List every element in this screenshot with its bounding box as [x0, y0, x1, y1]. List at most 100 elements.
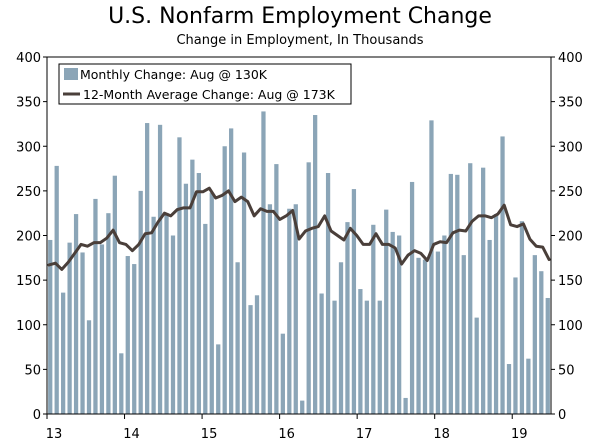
bar [519, 221, 525, 414]
bar [532, 255, 537, 414]
y-tick-label-right: 150 [558, 274, 583, 289]
bar [287, 208, 292, 414]
monthly-change-bars [48, 111, 550, 415]
bar [203, 223, 208, 414]
bar [422, 259, 428, 414]
x-tick-label: 16 [278, 427, 295, 442]
x-tick-label: 15 [201, 427, 218, 442]
bar [106, 213, 111, 414]
bar [48, 239, 53, 414]
y-tick-label-left: 400 [16, 51, 41, 66]
x-tick-label: 19 [511, 427, 528, 442]
bar [545, 297, 550, 414]
bar [364, 300, 369, 414]
bar [377, 300, 382, 414]
bar [132, 264, 137, 414]
bar [190, 159, 195, 414]
bar [145, 123, 150, 415]
bar [254, 295, 260, 414]
bar [216, 344, 221, 414]
y-tick-label-right: 100 [558, 319, 583, 334]
bar [448, 173, 453, 414]
bar [468, 163, 473, 414]
y-tick-label-right: 250 [558, 185, 583, 200]
bar [416, 257, 421, 414]
bar [481, 167, 486, 414]
bar [99, 244, 105, 414]
bar [274, 164, 279, 414]
bar [248, 305, 253, 414]
bar [506, 364, 512, 414]
bar [119, 353, 124, 414]
x-tick-label: 14 [123, 427, 140, 442]
bar [112, 175, 117, 414]
y-tick-label-left: 350 [16, 96, 41, 111]
bar [539, 271, 544, 414]
bar [474, 317, 479, 414]
bar [183, 183, 189, 414]
bar [67, 242, 72, 414]
bar [513, 277, 518, 414]
bar [397, 235, 402, 414]
bar [371, 224, 376, 414]
bar [61, 292, 66, 414]
bar [293, 204, 298, 414]
bar [455, 174, 460, 414]
bar [138, 190, 143, 415]
chart-subtitle: Change in Employment, In Thousands [176, 33, 424, 48]
bar [241, 152, 247, 414]
bar [500, 136, 505, 414]
bar [86, 320, 92, 414]
y-tick-label-left: 250 [16, 185, 41, 200]
bar [338, 262, 344, 414]
y-tick-label-left: 200 [16, 230, 41, 245]
bar [170, 235, 176, 414]
bar [435, 251, 441, 414]
bar [429, 120, 434, 415]
bar [157, 124, 163, 414]
bar [351, 189, 357, 414]
axes: 0 0 50 50 100 100 150 150 200 200 250 250 300 300 350 3… [16, 51, 583, 442]
bar [93, 198, 98, 414]
bar [267, 204, 273, 414]
bar [261, 111, 266, 414]
bar [306, 162, 311, 414]
y-tick-label-left: 50 [24, 363, 41, 378]
bar [345, 222, 350, 414]
bar [526, 358, 531, 414]
bar [73, 214, 79, 414]
bar [409, 181, 415, 414]
bar [125, 256, 130, 414]
bar [493, 214, 499, 414]
y-tick-label-left: 100 [16, 319, 41, 334]
y-tick-label-right: 50 [558, 363, 575, 378]
bar [235, 262, 240, 414]
bar [332, 300, 337, 414]
twelve-month-average-line [47, 186, 551, 271]
bar [80, 252, 85, 414]
x-tick-label: 17 [356, 427, 373, 442]
bar [229, 128, 234, 414]
bar [403, 397, 408, 414]
bar [164, 213, 169, 414]
bar [209, 192, 214, 414]
bar [177, 137, 182, 414]
chart-title: U.S. Nonfarm Employment Change [108, 4, 492, 29]
bar [300, 400, 305, 414]
x-tick-label: 13 [46, 427, 63, 442]
bar [313, 115, 318, 414]
bar [222, 146, 227, 414]
bar [280, 333, 285, 414]
bar [442, 235, 447, 414]
legend: Monthly Change: Aug @ 130K 12-Month Aver… [58, 63, 352, 105]
x-tick-label: 18 [433, 427, 450, 442]
bar [358, 289, 363, 414]
y-tick-label-left: 150 [16, 274, 41, 289]
y-tick-label-right: 400 [558, 51, 583, 66]
bar [384, 209, 389, 414]
bar [151, 216, 156, 414]
bar [54, 165, 59, 414]
bar [390, 231, 395, 414]
y-tick-label-right: 300 [558, 140, 583, 155]
